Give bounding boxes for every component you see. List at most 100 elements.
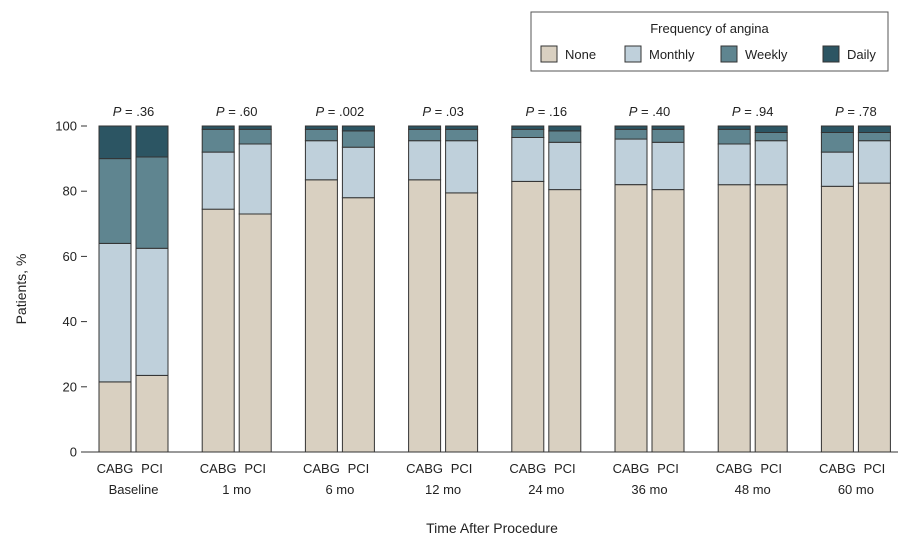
bars xyxy=(98,125,891,453)
bar-label: PCI xyxy=(864,461,886,476)
bar-segment-none xyxy=(201,208,235,453)
bar-segment-daily xyxy=(857,125,891,133)
bar-segment-daily xyxy=(304,125,338,130)
bar-segment-weekly xyxy=(548,130,582,143)
bar-label: CABG xyxy=(509,461,546,476)
bar-segment-daily xyxy=(717,125,751,130)
bar-segment-monthly xyxy=(135,247,169,376)
group-label: 1 mo xyxy=(222,482,251,497)
bar-segment-daily xyxy=(614,125,648,130)
p-value-label: P = .78 xyxy=(835,104,877,119)
bar-segment-none xyxy=(548,189,582,453)
bar-segment-monthly xyxy=(651,141,685,191)
bar-segment-monthly xyxy=(857,140,891,184)
bar-segment-weekly xyxy=(341,130,375,148)
bar-segment-daily xyxy=(201,125,235,130)
bar-label: PCI xyxy=(348,461,370,476)
y-ticks: 0 20 40 60 80 100 xyxy=(55,119,87,460)
bar-segment-weekly xyxy=(820,132,854,153)
y-tick-label: 40 xyxy=(63,314,77,329)
group-label: 60 mo xyxy=(838,482,874,497)
y-axis-title: Patients, % xyxy=(13,254,29,325)
bar-segment-weekly xyxy=(238,128,272,145)
bar-label: CABG xyxy=(613,461,650,476)
bar-segment-none xyxy=(651,189,685,453)
bar-segment-daily xyxy=(511,125,545,130)
legend-swatch-monthly xyxy=(624,45,642,63)
y-tick-label: 80 xyxy=(63,184,77,199)
bar-segment-monthly xyxy=(614,138,648,186)
bar-segment-monthly xyxy=(201,151,235,210)
bar-segment-none xyxy=(857,182,891,453)
bar-segment-none xyxy=(341,197,375,453)
bar-segment-none xyxy=(408,179,442,453)
bar-segment-monthly xyxy=(341,146,375,199)
bar-label: PCI xyxy=(141,461,163,476)
legend-label-monthly: Monthly xyxy=(649,47,695,62)
bar-segment-none xyxy=(135,374,169,453)
bar-segment-none xyxy=(511,180,545,453)
legend-title: Frequency of angina xyxy=(650,21,769,36)
bar-label: CABG xyxy=(406,461,443,476)
y-axis: Patients, % 0 20 40 60 80 100 xyxy=(13,119,87,460)
bar-segment-monthly xyxy=(304,140,338,181)
x-axis-labels: CABG PCI Baseline CABG PCI 1 mo CABG PCI 6 mo CAB… xyxy=(97,461,886,497)
bar-segment-none xyxy=(98,381,132,453)
bar-segment-daily xyxy=(820,125,854,133)
bar-segment-weekly xyxy=(754,132,788,142)
bar-segment-weekly xyxy=(304,128,338,142)
bar-segment-weekly xyxy=(135,156,169,249)
bar-segment-monthly xyxy=(717,143,751,186)
bar-segment-weekly xyxy=(717,128,751,145)
bar-segment-none xyxy=(304,179,338,453)
bar-segment-daily xyxy=(754,125,788,133)
group-label: Baseline xyxy=(109,482,159,497)
bar-segment-none xyxy=(614,184,648,453)
bar-segment-monthly xyxy=(98,242,132,383)
bar-segment-none xyxy=(820,185,854,453)
legend-swatch-daily xyxy=(822,45,840,63)
bar-label: CABG xyxy=(716,461,753,476)
bar-segment-monthly xyxy=(511,136,545,182)
legend-swatch-none xyxy=(540,45,558,63)
legend: Frequency of angina None Monthly Weekly Dai… xyxy=(530,11,889,72)
bar-segment-weekly xyxy=(408,128,442,142)
bar-label: CABG xyxy=(97,461,134,476)
bar-label: PCI xyxy=(760,461,782,476)
bar-label: PCI xyxy=(451,461,473,476)
group-label: 24 mo xyxy=(528,482,564,497)
y-tick-label: 60 xyxy=(63,249,77,264)
bar-label: PCI xyxy=(657,461,679,476)
legend-label-none: None xyxy=(565,47,596,62)
bar-segment-weekly xyxy=(614,128,648,140)
group-label: 48 mo xyxy=(735,482,771,497)
bar-segment-monthly xyxy=(408,140,442,181)
y-tick-label: 0 xyxy=(70,445,77,460)
bar-label: CABG xyxy=(303,461,340,476)
bar-segment-weekly xyxy=(98,158,132,244)
bar-segment-none xyxy=(445,192,479,453)
legend-label-weekly: Weekly xyxy=(745,47,788,62)
x-axis-title: Time After Procedure xyxy=(426,520,558,536)
bar-segment-monthly xyxy=(548,141,582,191)
bar-segment-daily xyxy=(651,125,685,130)
bar-segment-weekly xyxy=(201,128,235,153)
group-label: 6 mo xyxy=(325,482,354,497)
bar-segment-monthly xyxy=(754,140,788,186)
bar-segment-daily xyxy=(341,125,375,132)
bar-segment-daily xyxy=(238,125,272,130)
bar-segment-daily xyxy=(135,125,169,158)
bar-segment-daily xyxy=(548,125,582,132)
p-value-label: P = .03 xyxy=(422,104,464,119)
p-value-label: P = .002 xyxy=(316,104,365,119)
legend-swatch-weekly xyxy=(720,45,738,63)
p-value-label: P = .60 xyxy=(216,104,258,119)
bar-label: CABG xyxy=(200,461,237,476)
bar-segment-weekly xyxy=(857,132,891,142)
bar-segment-none xyxy=(754,184,788,453)
p-value-label: P = .40 xyxy=(629,104,671,119)
p-values: P = .36 P = .60 P = .002 P = .03 P = .16 P = … xyxy=(113,104,877,119)
legend-label-daily: Daily xyxy=(847,47,876,62)
group-label: 36 mo xyxy=(631,482,667,497)
